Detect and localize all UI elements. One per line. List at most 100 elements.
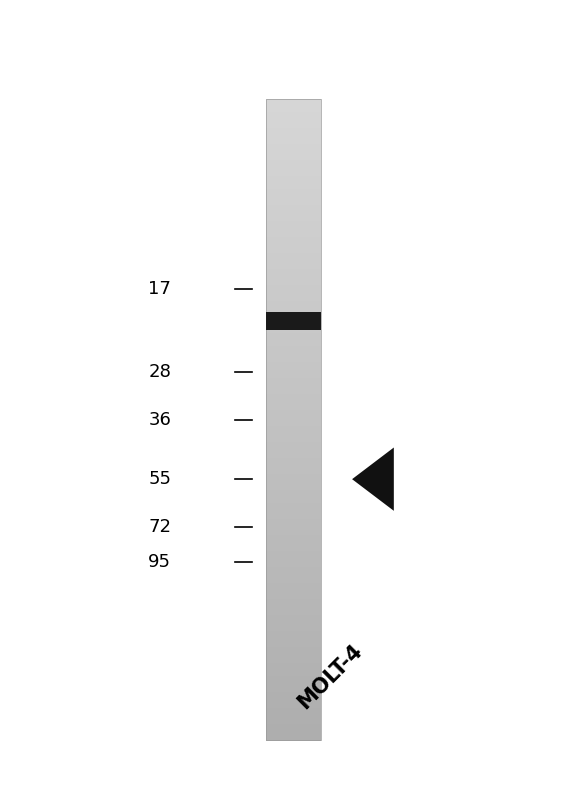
Bar — [266, 577, 321, 581]
Bar — [266, 538, 321, 542]
Bar — [266, 391, 321, 395]
Bar — [266, 670, 321, 674]
Bar — [266, 198, 321, 202]
Bar — [266, 285, 321, 289]
Bar — [266, 138, 321, 142]
Bar — [266, 433, 321, 437]
Bar — [266, 227, 321, 231]
Bar — [266, 692, 321, 696]
Bar — [266, 122, 321, 126]
Bar — [266, 294, 321, 298]
Bar — [266, 230, 321, 234]
Bar — [266, 234, 321, 238]
Bar — [266, 465, 321, 469]
Bar — [266, 490, 321, 494]
Bar — [266, 506, 321, 510]
Bar — [266, 179, 321, 183]
Bar — [266, 291, 321, 295]
Text: MOLT-4: MOLT-4 — [293, 640, 366, 713]
Bar — [266, 310, 321, 314]
Bar — [266, 312, 321, 330]
Bar — [266, 542, 321, 546]
Bar — [266, 378, 321, 382]
Bar — [266, 666, 321, 670]
Bar — [266, 446, 321, 450]
Bar — [266, 343, 321, 347]
Bar — [266, 414, 321, 418]
Bar — [266, 580, 321, 584]
Bar — [266, 109, 321, 113]
Bar — [266, 686, 321, 690]
Bar — [266, 237, 321, 241]
Bar — [266, 705, 321, 709]
Bar — [266, 382, 321, 386]
Bar — [266, 362, 321, 366]
Bar — [266, 150, 321, 154]
Bar — [266, 385, 321, 389]
Bar — [266, 567, 321, 571]
Text: 55: 55 — [148, 470, 171, 488]
Bar — [266, 647, 321, 651]
Bar — [266, 417, 321, 421]
Bar — [266, 340, 321, 344]
Bar — [266, 738, 321, 742]
Bar — [266, 494, 321, 498]
Bar — [266, 99, 321, 741]
Bar — [266, 570, 321, 574]
Bar — [266, 131, 321, 135]
Bar — [266, 256, 321, 260]
Bar — [266, 679, 321, 683]
Bar — [266, 170, 321, 174]
Bar — [266, 304, 321, 308]
Bar — [266, 375, 321, 379]
Bar — [266, 192, 321, 196]
Bar — [266, 420, 321, 424]
Bar — [266, 654, 321, 658]
Bar — [266, 500, 321, 504]
Bar — [266, 141, 321, 145]
Bar — [266, 134, 321, 138]
Bar — [266, 301, 321, 305]
Bar — [266, 214, 321, 218]
Bar — [266, 660, 321, 664]
Bar — [266, 147, 321, 151]
Bar — [266, 522, 321, 526]
Bar — [266, 436, 321, 440]
Bar — [266, 173, 321, 177]
Bar — [266, 160, 321, 164]
Bar — [266, 689, 321, 693]
Bar — [266, 253, 321, 257]
Bar — [266, 106, 321, 110]
Bar — [266, 195, 321, 199]
Bar — [266, 650, 321, 654]
Bar — [266, 516, 321, 520]
Bar — [266, 513, 321, 517]
Bar — [266, 462, 321, 466]
Bar — [266, 548, 321, 552]
Bar — [266, 350, 321, 354]
Bar — [266, 625, 321, 629]
Bar — [266, 682, 321, 686]
Bar — [266, 561, 321, 565]
Bar — [266, 599, 321, 603]
Bar — [266, 503, 321, 507]
Bar — [266, 727, 321, 731]
Bar — [266, 481, 321, 485]
Bar — [266, 346, 321, 350]
Bar — [266, 609, 321, 613]
Bar — [266, 711, 321, 715]
Bar — [266, 320, 321, 324]
Bar — [266, 224, 321, 228]
Bar — [266, 314, 321, 318]
Bar — [266, 593, 321, 597]
Text: 17: 17 — [148, 280, 171, 298]
Bar — [266, 407, 321, 411]
Text: 28: 28 — [148, 363, 171, 382]
Bar — [266, 724, 321, 728]
Bar — [266, 186, 321, 190]
Bar — [266, 708, 321, 712]
Bar — [266, 631, 321, 635]
Bar — [266, 128, 321, 132]
Bar — [266, 730, 321, 734]
Bar — [266, 487, 321, 491]
